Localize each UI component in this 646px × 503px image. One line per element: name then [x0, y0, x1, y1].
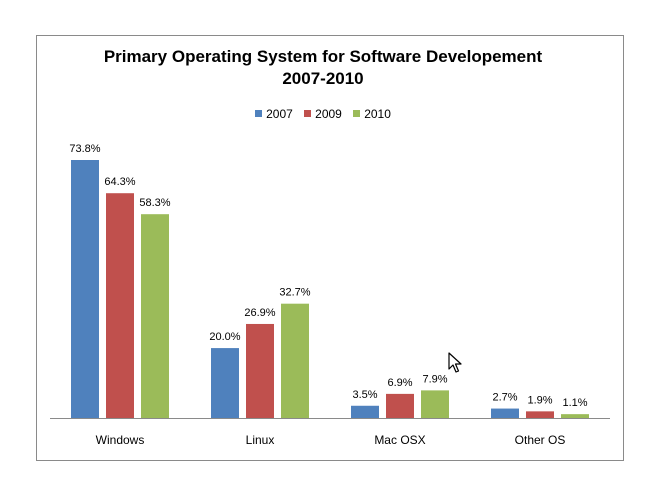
mouse-pointer-icon: [448, 352, 462, 373]
data-label-2007-mac-osx: 3.5%: [352, 389, 377, 401]
bar-2007-mac-osx: [351, 405, 379, 418]
bar-2009-mac-osx: [386, 393, 414, 418]
legend-label-2009: 2009: [315, 106, 342, 121]
data-label-2009-linux: 26.9%: [244, 307, 275, 319]
x-tick-label-linux: Linux: [246, 433, 275, 447]
legend-item-2010: 2010: [353, 107, 391, 121]
x-tick-label-mac-osx: Mac OSX: [374, 433, 425, 447]
data-label-2010-mac-osx: 7.9%: [422, 373, 447, 385]
bar-2009-other-os: [526, 411, 554, 418]
x-tick-label-windows: Windows: [96, 433, 145, 447]
data-label-2009-other-os: 1.9%: [527, 394, 552, 406]
bar-2010-windows: [141, 214, 169, 418]
data-label-2010-other-os: 1.1%: [562, 397, 587, 409]
x-tick-label-other-os: Other OS: [515, 433, 566, 447]
chart-title-line-1: Primary Operating System for Software De…: [103, 47, 543, 66]
legend-item-2009: 2009: [304, 107, 342, 121]
bar-2007-windows: [71, 160, 99, 418]
chart-title-line-2: 2007-2010: [282, 69, 364, 88]
legend-item-2007: 2007: [255, 107, 293, 121]
data-label-2010-windows: 58.3%: [139, 197, 170, 209]
bar-2009-windows: [106, 193, 134, 418]
bar-2010-linux: [281, 303, 309, 418]
legend-swatch-2010: [353, 110, 361, 117]
bar-2010-other-os: [561, 414, 589, 418]
data-label-2009-mac-osx: 6.9%: [387, 377, 412, 389]
bar-2010-mac-osx: [421, 390, 449, 418]
data-label-2010-linux: 32.7%: [279, 287, 310, 299]
legend-label-2010: 2010: [364, 106, 391, 121]
data-label-2007-other-os: 2.7%: [492, 392, 517, 404]
bar-2007-linux: [211, 348, 239, 418]
chart-title: Primary Operating System for Software De…: [0, 46, 646, 90]
chart-legend: 2007 2009 2010: [0, 106, 646, 121]
bar-2009-linux: [246, 323, 274, 418]
legend-label-2007: 2007: [266, 106, 293, 121]
legend-swatch-2009: [304, 110, 312, 117]
bar-2007-other-os: [491, 408, 519, 418]
data-label-2007-windows: 73.8%: [69, 143, 100, 155]
legend-swatch-2007: [255, 110, 263, 117]
data-label-2007-linux: 20.0%: [209, 331, 240, 343]
data-label-2009-windows: 64.3%: [104, 176, 135, 188]
